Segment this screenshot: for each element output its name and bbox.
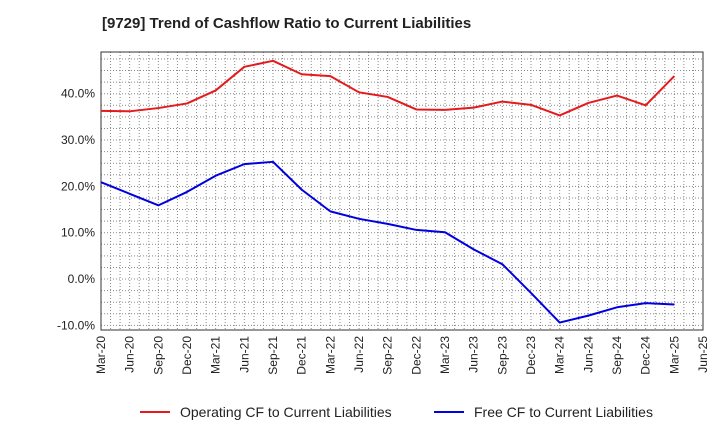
x-tick-label: Sep-21 [266, 336, 280, 375]
legend-swatch-operating-cf [140, 411, 170, 413]
x-tick-label: Mar-24 [553, 336, 567, 374]
series-line-operating-cf [100, 59, 676, 117]
axes [100, 51, 704, 331]
x-tick-label: Jun-21 [237, 336, 251, 373]
y-tick-label: 20.0% [61, 179, 95, 193]
legend-item-operating-cf: Operating CF to Current Liabilities [140, 404, 392, 420]
x-tick-label: Dec-20 [180, 336, 194, 375]
plot-frame [100, 51, 704, 331]
series-lines [100, 59, 676, 324]
y-tick-label: 30.0% [61, 133, 95, 147]
x-tick-label: Sep-23 [495, 336, 509, 375]
legend-swatch-free-cf [434, 411, 464, 413]
x-tick-label: Sep-20 [151, 336, 165, 375]
y-tick-label: 0.0% [68, 272, 96, 286]
legend-label-operating-cf: Operating CF to Current Liabilities [180, 404, 392, 420]
x-tick-label: Mar-25 [667, 336, 681, 374]
legend-label-free-cf: Free CF to Current Liabilities [474, 404, 653, 420]
tick-labels: -10.0% 0.0% 10.0% 20.0% 30.0% 40.0% Mar-20 Jun-… [57, 87, 710, 375]
x-tick-label: Jun-23 [467, 336, 481, 373]
series-line-free-cf [100, 160, 675, 324]
x-tick-label: Jun-24 [581, 336, 595, 373]
grid [100, 52, 703, 330]
x-tick-label: Dec-22 [409, 336, 423, 375]
x-tick-label: Jun-20 [123, 336, 137, 373]
y-tick-label: 40.0% [61, 87, 95, 101]
x-tick-label: Mar-22 [323, 336, 337, 374]
chart-title: [9729] Trend of Cashflow Ratio to Curren… [102, 15, 472, 32]
x-tick-label: Dec-23 [524, 336, 538, 375]
y-tick-label: 10.0% [61, 226, 95, 240]
x-tick-label: Jun-25 [696, 336, 710, 373]
x-tick-label: Sep-22 [381, 336, 395, 375]
y-tick-label: -10.0% [57, 318, 95, 332]
legend-item-free-cf: Free CF to Current Liabilities [434, 404, 653, 420]
x-tick-label: Jun-22 [352, 336, 366, 373]
x-tick-label: Mar-20 [94, 336, 108, 374]
x-tick-label: Mar-23 [438, 336, 452, 374]
x-tick-label: Mar-21 [209, 336, 223, 374]
x-tick-label: Dec-24 [639, 336, 653, 375]
x-tick-label: Dec-21 [295, 336, 309, 375]
x-tick-label: Sep-24 [610, 336, 624, 375]
